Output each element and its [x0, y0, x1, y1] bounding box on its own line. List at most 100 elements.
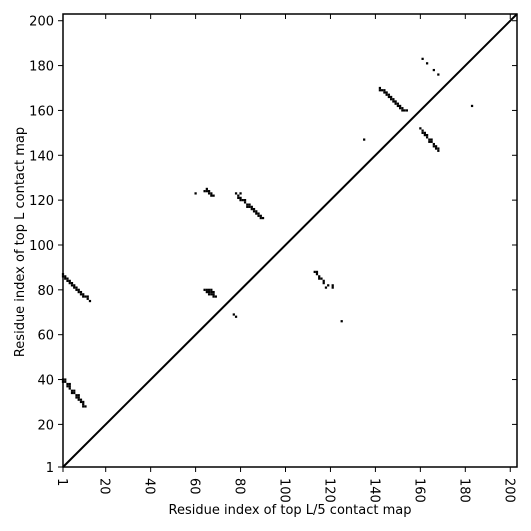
contact-cell [387, 95, 391, 99]
x-tick-label: 180 [456, 478, 471, 503]
contact-cell [432, 145, 435, 148]
contact-cell [203, 190, 206, 193]
contact-cell [432, 68, 435, 72]
contact-cell [70, 389, 74, 392]
contact-cell [470, 104, 474, 108]
y-tick-label: 40 [37, 374, 54, 389]
contact-cell [320, 277, 323, 280]
contact-cell [385, 93, 388, 96]
contact-cell [214, 295, 217, 298]
x-tick-label: 140 [366, 478, 381, 503]
contact-cell [66, 277, 69, 280]
contact-cell [394, 102, 397, 105]
contact-cell [66, 279, 69, 282]
contact-cell [77, 396, 80, 399]
y-tick-label: 80 [37, 284, 54, 299]
contact-cell [340, 320, 343, 323]
contact-cell [68, 382, 71, 386]
contact-cell [234, 192, 238, 195]
contact-cell [205, 190, 208, 193]
contact-cell [331, 284, 334, 287]
contact-cell [73, 391, 76, 395]
contact-cell [212, 290, 215, 294]
contact-cell [84, 295, 87, 298]
contact-cell [70, 284, 74, 287]
x-tick-label: 1 [54, 478, 69, 486]
contact-cell [239, 199, 242, 202]
contact-cell [421, 131, 424, 134]
contact-cell [318, 277, 321, 280]
contact-cell [237, 196, 240, 200]
contact-cell [66, 382, 69, 386]
contact-cell [82, 405, 85, 408]
contact-cell [425, 136, 429, 139]
contact-cell [250, 207, 253, 211]
y-tick-label: 60 [37, 329, 54, 344]
contact-cell [255, 212, 258, 215]
contact-cell [68, 385, 71, 388]
contact-cell [68, 281, 71, 285]
contact-cell [86, 295, 89, 298]
y-tick-label: 160 [29, 104, 54, 119]
contact-cell [430, 138, 433, 141]
y-tick-label: 100 [29, 239, 54, 254]
contact-cell [315, 270, 319, 274]
contact-cell [210, 290, 213, 294]
contact-cell [401, 109, 404, 112]
contact-cell [68, 279, 71, 282]
contact-cell [210, 288, 213, 291]
x-axis-label: Residue index of top L/5 contact map [169, 503, 412, 518]
contact-cell [324, 286, 328, 289]
x-tick-label: 100 [277, 478, 292, 503]
contact-cell [255, 210, 258, 213]
contact-cell [75, 286, 78, 289]
contact-cell [243, 199, 247, 202]
contact-cell [392, 98, 395, 101]
contact-cell [79, 400, 83, 404]
contact-cell [212, 194, 215, 197]
contact-cell [77, 398, 80, 401]
contact-cell [261, 216, 265, 220]
contact-cell [66, 385, 69, 388]
contact-cell [257, 212, 260, 215]
contact-cell [207, 293, 211, 296]
y-axis-label: Residue index of top L contact map [13, 127, 28, 357]
contact-cell [385, 91, 388, 94]
contact-cell [432, 142, 435, 146]
x-tick-label: 40 [142, 478, 157, 495]
contact-cell [437, 73, 440, 76]
y-tick-label: 120 [29, 194, 54, 209]
contact-cell [212, 295, 215, 298]
contact-cell [77, 288, 80, 291]
contact-cell [246, 205, 249, 208]
y-tick-label: 200 [29, 15, 54, 30]
contact-cell [210, 293, 213, 296]
contact-cell [428, 140, 431, 143]
contact-cell [257, 214, 260, 217]
contact-cell [82, 293, 85, 296]
contact-cell [82, 403, 85, 406]
contact-cell [79, 293, 83, 296]
contact-cell [331, 286, 334, 289]
contact-cell [64, 277, 67, 280]
contact-cell [207, 192, 211, 195]
contact-cell [70, 281, 74, 285]
y-tick-label: 140 [29, 149, 54, 164]
contact-cell [259, 216, 262, 220]
contact-cell [205, 187, 208, 191]
contact-cell [390, 98, 393, 101]
x-tick-label: 60 [187, 478, 202, 495]
contact-cell [252, 207, 256, 211]
contact-cell [205, 290, 208, 294]
contact-cell [88, 299, 92, 303]
x-tick-label: 20 [97, 478, 112, 495]
contact-cell [396, 102, 400, 105]
contact-cell [315, 273, 319, 276]
contact-cell [250, 205, 253, 208]
contact-cell [434, 145, 438, 148]
contact-cell [381, 89, 384, 92]
y-tick-label: 20 [37, 418, 54, 433]
contact-cell [203, 288, 206, 291]
contact-cell [73, 286, 76, 289]
x-tick-label: 200 [501, 478, 516, 503]
